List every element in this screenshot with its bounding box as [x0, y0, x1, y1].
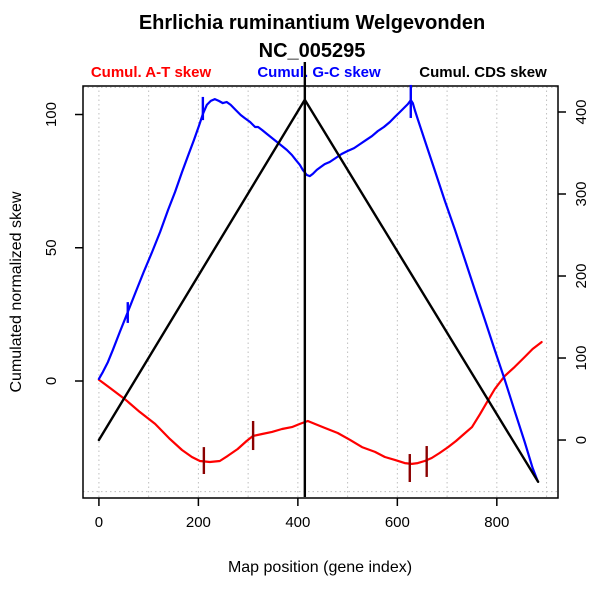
chart-subtitle: NC_005295	[258, 40, 366, 62]
y-left-tick-label: 100	[43, 102, 60, 127]
legend-label-gc-skew: Cumul. G-C skew	[257, 64, 381, 81]
y-right-tick-label: 400	[573, 99, 590, 124]
y-right-tick-label: 0	[573, 436, 590, 444]
x-tick-label: 600	[385, 514, 410, 531]
series-cumul-g-c-skew	[97, 97, 539, 482]
y-right-tick-label: 300	[573, 181, 590, 206]
y-left-tick-label: 50	[43, 239, 60, 256]
chart-title: Ehrlichia ruminantium Welgevonden	[138, 12, 486, 34]
x-tick-label: 400	[285, 514, 310, 531]
y-axis-label: Cumulated normalized skew	[8, 191, 25, 393]
legend-label-at-skew: Cumul. A-T skew	[90, 64, 212, 81]
y-right-tick-label: 200	[573, 263, 590, 288]
x-tick-label: 200	[186, 514, 211, 531]
series-cumul-a-t-skew	[97, 341, 543, 465]
legend-label-cds-skew: Cumul. CDS skew	[419, 64, 547, 81]
plot-frame	[82, 85, 559, 499]
y-right-tick-label: 100	[573, 345, 590, 370]
x-tick-label: 800	[484, 514, 509, 531]
y-left-tick-label: 0	[43, 377, 60, 385]
x-axis-label: Map position (gene index)	[227, 559, 413, 576]
x-tick-label: 0	[95, 514, 103, 531]
